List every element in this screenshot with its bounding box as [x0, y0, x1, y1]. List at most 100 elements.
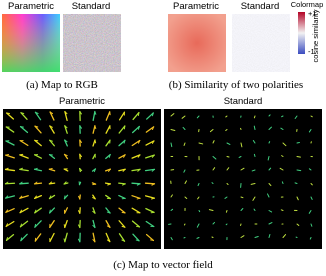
arrow: [123, 139, 126, 144]
arrow: [184, 180, 187, 184]
arrow: [145, 207, 155, 214]
similarity-noise-map: [232, 14, 290, 72]
arrow: [20, 237, 23, 242]
arrow: [19, 207, 29, 214]
arrow: [198, 210, 201, 213]
arrow: [146, 112, 154, 120]
arrow: [34, 154, 42, 159]
arrow: [137, 168, 141, 172]
arrow: [34, 209, 37, 214]
arrows: [4, 110, 313, 243]
arrow: [77, 224, 81, 228]
arrow: [253, 125, 256, 130]
arrow: [48, 181, 53, 185]
arrow: [49, 232, 55, 243]
arrow: [123, 154, 126, 158]
arrow: [64, 232, 68, 243]
arrow: [137, 154, 141, 158]
arrow: [250, 183, 256, 185]
arrow: [198, 142, 204, 145]
arrow: [34, 181, 38, 185]
arrow: [268, 114, 271, 117]
arrow: [64, 125, 68, 129]
arrow: [151, 183, 155, 186]
arrow: [77, 238, 81, 243]
arrow: [226, 167, 230, 171]
arrow: [170, 208, 174, 211]
arrow: [49, 139, 55, 147]
arrow: [94, 125, 97, 130]
arrow: [268, 234, 271, 238]
vector-field-panel: [164, 109, 322, 249]
arrow: [170, 237, 173, 241]
arrow: [280, 127, 284, 130]
colormap-max: +1: [308, 9, 317, 18]
arrow: [254, 236, 259, 238]
arrow: [296, 196, 299, 201]
arrow: [92, 224, 96, 228]
arrow: [19, 220, 29, 228]
arrow: [296, 169, 302, 172]
arrow: [5, 209, 9, 213]
arrow: [63, 238, 66, 243]
arrow: [49, 220, 55, 228]
arrow: [19, 168, 29, 172]
arrow: [151, 154, 155, 158]
arrow: [131, 195, 141, 199]
arrow: [145, 154, 155, 159]
arrow: [64, 207, 68, 214]
arrow: [145, 126, 155, 133]
panel-label: Standard: [241, 1, 280, 12]
arrow: [34, 233, 42, 242]
arrow: [253, 153, 256, 157]
arrow: [94, 111, 97, 115]
arrow: [118, 220, 126, 228]
arrow: [64, 111, 68, 115]
arrow: [118, 139, 126, 147]
arrow: [226, 142, 231, 145]
arrow: [131, 220, 141, 228]
arrow: [121, 225, 126, 228]
arrow: [20, 112, 25, 115]
arrow: [151, 112, 154, 117]
arrow: [151, 140, 155, 144]
arrow: [151, 168, 155, 172]
arrow: [296, 223, 300, 226]
arrow: [92, 210, 96, 214]
arrow: [308, 210, 312, 214]
arrow: [33, 168, 43, 172]
arrow: [19, 167, 23, 170]
arrow: [137, 140, 141, 144]
arrow: [94, 139, 97, 144]
arrow: [196, 115, 200, 119]
arrow: [212, 167, 216, 171]
arrow: [253, 208, 256, 211]
arrow: [19, 154, 29, 159]
arrow: [48, 207, 56, 214]
arrow: [282, 142, 287, 147]
arrow: [48, 195, 52, 200]
arrow: [281, 181, 284, 184]
arrow: [209, 129, 214, 133]
arrow: [212, 156, 217, 160]
arrow: [132, 111, 140, 121]
arrow: [131, 168, 141, 172]
arrow: [77, 210, 81, 214]
arrow: [92, 125, 96, 134]
arrow: [19, 125, 29, 134]
arrow: [6, 237, 9, 241]
arrow: [240, 235, 245, 238]
arrow: [63, 224, 66, 228]
arrow: [310, 115, 313, 118]
arrow: [20, 112, 28, 120]
arrow: [144, 182, 156, 185]
arrow: [49, 139, 53, 142]
arrow: [118, 182, 126, 185]
arrow: [34, 167, 38, 170]
arrow: [64, 110, 68, 122]
arrow: [78, 195, 81, 200]
arrow: [224, 196, 228, 199]
arrow: [121, 239, 126, 242]
arrow: [118, 207, 126, 214]
